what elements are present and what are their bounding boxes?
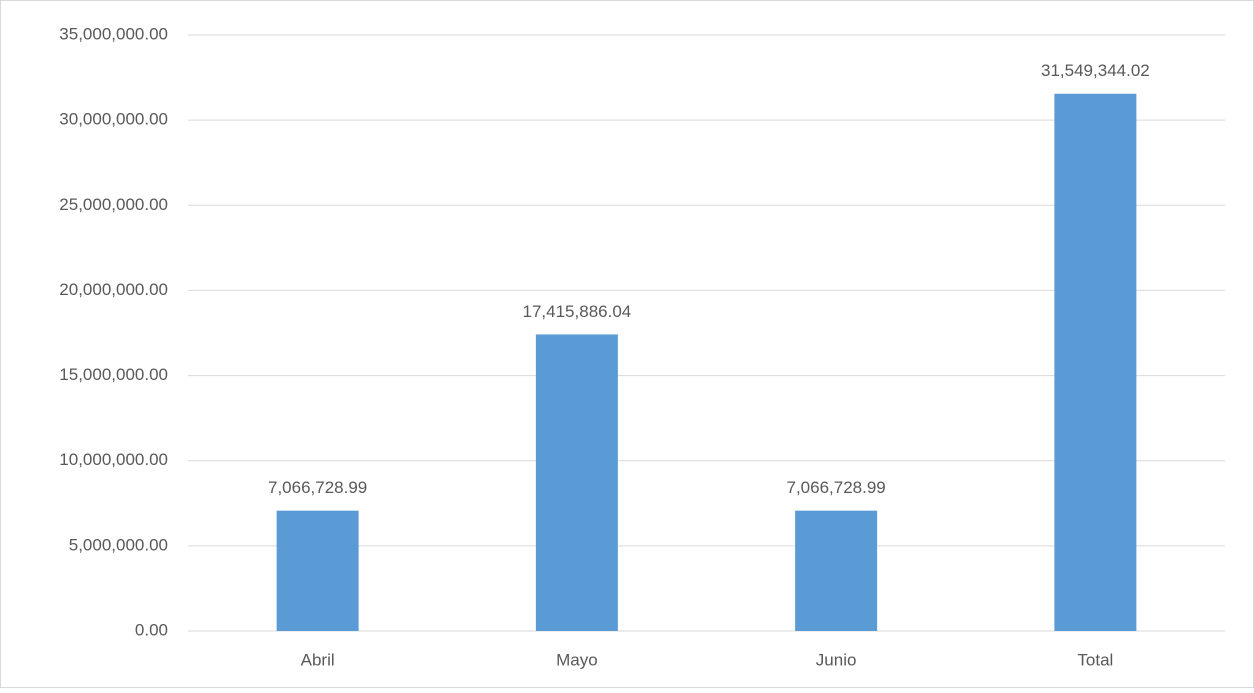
y-tick-label: 5,000,000.00 xyxy=(69,535,168,554)
y-tick-label: 0.00 xyxy=(135,620,168,639)
y-tick-label: 15,000,000.00 xyxy=(59,365,168,384)
data-label: 7,066,728.99 xyxy=(268,478,367,497)
bar xyxy=(1054,93,1137,631)
data-label: 17,415,886.04 xyxy=(523,302,632,321)
x-tick-label: Junio xyxy=(816,650,857,669)
bar xyxy=(535,334,618,631)
y-tick-label: 20,000,000.00 xyxy=(59,280,168,299)
y-tick-label: 10,000,000.00 xyxy=(59,450,168,469)
data-label: 31,549,344.02 xyxy=(1041,61,1150,80)
y-tick-label: 35,000,000.00 xyxy=(59,24,168,43)
x-tick-label: Abril xyxy=(301,650,335,669)
bar xyxy=(276,510,359,631)
x-tick-label: Mayo xyxy=(556,650,598,669)
x-tick-label: Total xyxy=(1077,650,1113,669)
y-tick-label: 30,000,000.00 xyxy=(59,110,168,129)
bar xyxy=(795,510,878,631)
y-tick-label: 25,000,000.00 xyxy=(59,195,168,214)
data-label: 7,066,728.99 xyxy=(786,478,885,497)
